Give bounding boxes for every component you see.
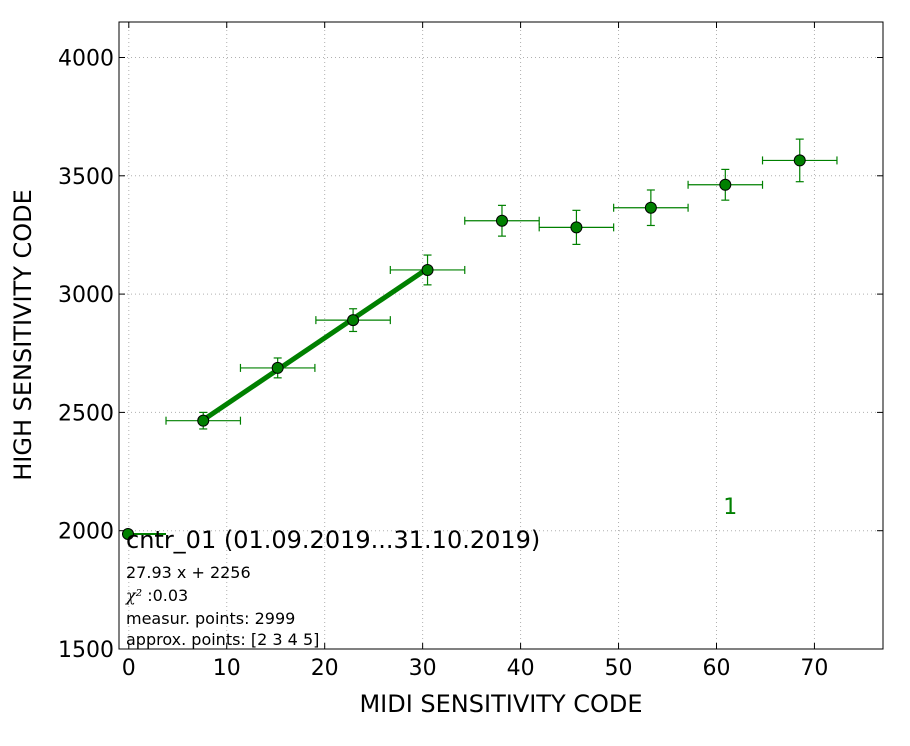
legend: cntr_01 (01.09.2019...31.10.2019) 27.93 … (122, 526, 540, 649)
data-point (495, 214, 508, 227)
data-point (570, 221, 583, 234)
plot-frame (118, 21, 884, 650)
y-axis-label: HIGH SENSITIVITY CODE (9, 189, 37, 481)
x-tick-label: 40 (507, 656, 535, 681)
x-tick-label: 50 (605, 656, 633, 681)
axis-ticks: 0 10 20 30 40 50 60 70 1500 2000 2500 3000 3500 4000 (58, 22, 883, 681)
error-bars (165, 138, 838, 430)
y-tick-label: 4000 (58, 46, 114, 71)
x-tick-label: 0 (122, 656, 136, 681)
x-tick-label: 70 (800, 656, 828, 681)
data-point (197, 414, 210, 427)
legend-title: cntr_01 (01.09.2019...31.10.2019) (126, 526, 540, 554)
data-points (197, 154, 806, 427)
annotation-label: 1 (723, 495, 737, 520)
x-tick-label: 20 (311, 656, 339, 681)
y-tick-label: 2000 (58, 520, 114, 545)
legend-chi2-value: :0.03 (142, 586, 188, 605)
y-tick-label: 1500 (58, 638, 114, 663)
legend-marker (122, 528, 134, 540)
data-point (421, 263, 434, 276)
data-point (719, 178, 732, 191)
data-point (347, 314, 360, 327)
data-point (271, 361, 284, 374)
legend-measur-points: measur. points: 2999 (126, 609, 295, 628)
legend-chi2-symbol: χ² (125, 586, 142, 605)
x-tick-label: 60 (702, 656, 730, 681)
y-tick-label: 3500 (58, 165, 114, 190)
fit-line (201, 266, 429, 423)
data-point (644, 201, 657, 214)
legend-chi2: χ² :0.03 (125, 586, 188, 605)
x-tick-label: 10 (213, 656, 241, 681)
data-point (793, 154, 806, 167)
y-tick-label: 2500 (58, 401, 114, 426)
x-axis-label: MIDI SENSITIVITY CODE (359, 690, 642, 718)
legend-approx-points: approx. points: [2 3 4 5] (126, 630, 319, 649)
legend-formula: 27.93 x + 2256 (126, 563, 251, 582)
fit-line-group (201, 266, 429, 423)
y-tick-label: 3000 (58, 283, 114, 308)
x-tick-label: 30 (409, 656, 437, 681)
